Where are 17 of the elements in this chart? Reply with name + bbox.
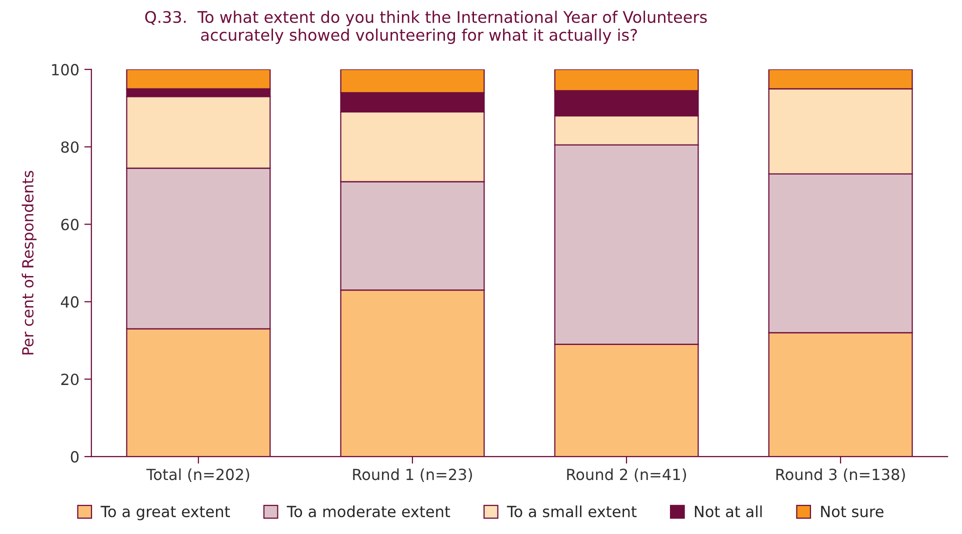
x-tick-label: Round 2 (n=41) — [567, 468, 686, 482]
legend-label: To a moderate extent — [286, 505, 450, 518]
y-tick-label: 0 — [70, 451, 79, 463]
y-tick-label: 60 — [61, 218, 79, 230]
y-axis-title: Per cent of Respondents — [22, 170, 37, 354]
chart-title: Q.33. To what extent do you think the International Year of Volunteers accurately showed volunteering for what it actually is? — [145, 10, 707, 44]
legend-label: To a small extent — [506, 505, 637, 518]
x-tick-label: Total (n=202) — [146, 468, 250, 482]
y-tick-label: 80 — [61, 141, 79, 153]
legend-label: To a great extent — [100, 506, 230, 520]
y-tick-label: 40 — [60, 296, 79, 308]
legend-label: Not sure — [821, 506, 884, 518]
x-tick-label: Round 1 (n=23) — [353, 468, 472, 482]
y-tick-label: 100 — [52, 64, 79, 76]
y-tick-label: 20 — [61, 374, 79, 386]
legend-label: Not at all — [694, 505, 762, 518]
x-tick-label: Round 3 (n=138) — [776, 468, 905, 482]
